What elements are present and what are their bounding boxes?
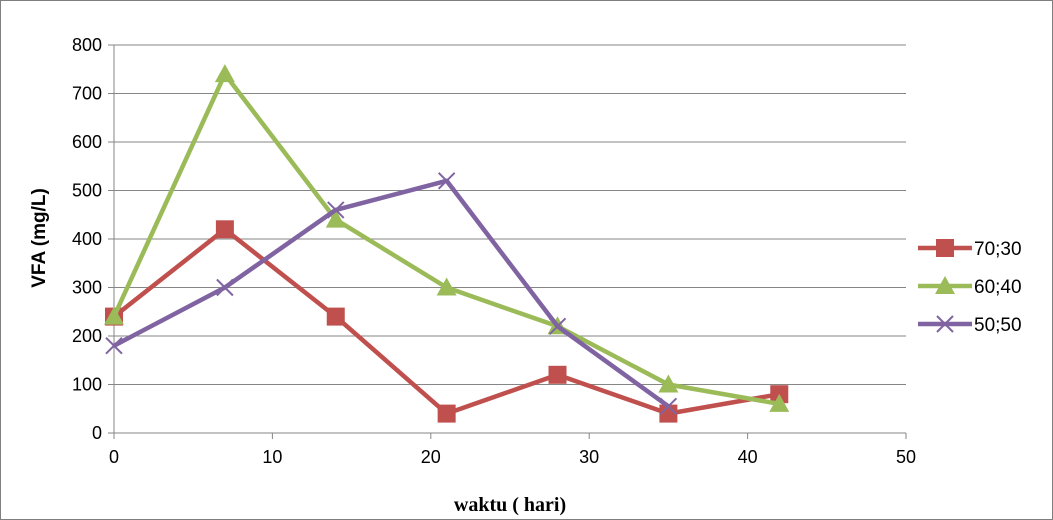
data-point-s1-6: [769, 393, 790, 412]
x-tick-label-20: 20: [421, 447, 441, 467]
data-point-s2-2: [327, 201, 345, 219]
data-point-s1-5: [658, 374, 679, 393]
y-tick-label-200: 200: [72, 326, 102, 346]
data-point-s1-2: [325, 209, 346, 228]
series-lines: [104, 64, 790, 423]
data-point-s2-1: [216, 278, 234, 297]
y-tick-label-800: 800: [72, 35, 102, 55]
y-tick-label-300: 300: [72, 278, 102, 298]
y-tick-label-100: 100: [72, 375, 102, 395]
y-axis-label: VFA (mg/L): [29, 188, 50, 288]
legend: 70;30 60;40 50;50: [918, 239, 1022, 336]
y-tick-label-500: 500: [72, 181, 102, 201]
x-tick-label-0: 0: [109, 447, 119, 467]
grid-lines: [114, 44, 906, 385]
marker-x-stroke: [105, 336, 123, 355]
marker-x-stroke: [548, 317, 567, 336]
x-tick-label-50: 50: [896, 447, 916, 467]
data-point-s2-3: [437, 172, 456, 190]
data-point-s0-2: [326, 307, 345, 326]
marker-x-stroke: [216, 278, 234, 297]
legend-label-1: 60;40: [974, 277, 1022, 298]
marker-x-stroke: [327, 201, 345, 219]
x-tick-labels: 0 10 20 30 40 50: [109, 447, 916, 467]
data-point-s0-1: [215, 220, 234, 239]
y-tick-label-700: 700: [72, 84, 102, 104]
data-point-s2-5: [659, 397, 678, 416]
data-point-s1-3: [436, 277, 457, 296]
data-point-s1-0: [104, 306, 124, 325]
y-tick-labels: 0 100 200 300 400 500 600 700 800: [72, 35, 102, 443]
marker-x-stroke: [659, 397, 678, 416]
x-tick-label-30: 30: [579, 447, 599, 467]
data-point-s1-1: [214, 64, 235, 83]
y-tick-label-0: 0: [92, 423, 102, 443]
legend-label-0: 70;30: [974, 239, 1022, 260]
legend-marker-0: [936, 239, 954, 257]
y-tick-label-600: 600: [72, 132, 102, 152]
series-line-2: [112, 178, 670, 409]
y-tick-label-400: 400: [72, 229, 102, 249]
legend-marker-1: [935, 276, 955, 294]
data-point-s0-5: [659, 404, 678, 423]
data-point-s2-0: [105, 336, 123, 355]
marker-x-stroke: [936, 315, 954, 333]
data-point-s2-4: [548, 317, 567, 336]
axes: [108, 44, 907, 439]
x-tick-label-10: 10: [262, 447, 282, 467]
x-tick-label-40: 40: [738, 447, 758, 467]
legend-label-2: 50;50: [974, 315, 1022, 336]
x-axis-label: waktu ( hari): [454, 494, 566, 516]
marker-x-stroke: [437, 172, 456, 190]
data-point-s0-3: [437, 404, 456, 423]
legend-marker-2: [936, 315, 954, 333]
data-point-s0-4: [548, 365, 567, 384]
